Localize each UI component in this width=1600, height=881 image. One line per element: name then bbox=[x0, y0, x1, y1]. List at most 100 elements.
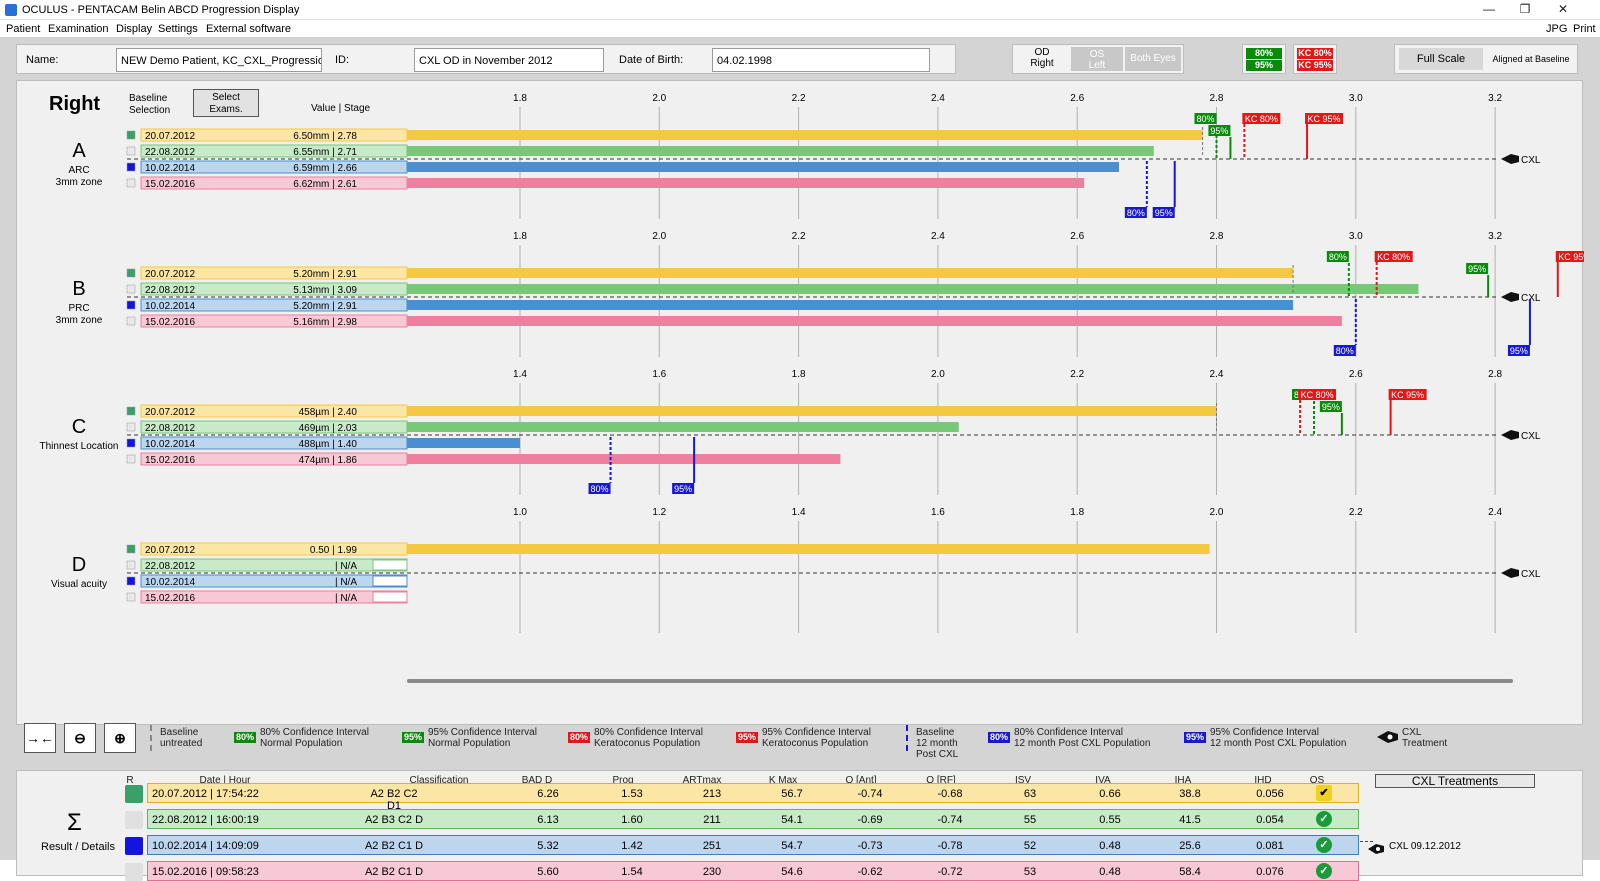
zoom-out-button[interactable]: ⊖ bbox=[64, 723, 96, 753]
cell-prog: 1.54 bbox=[621, 866, 643, 878]
row-date: 15.02.2016 bbox=[145, 317, 195, 328]
stage-bar bbox=[407, 162, 1119, 172]
cxl-treatments-button[interactable]: CXL Treatments bbox=[1375, 774, 1535, 788]
menu-display[interactable]: Display bbox=[116, 23, 153, 35]
legend-box-cxl-95: 95% bbox=[1184, 732, 1206, 743]
stage-bar bbox=[407, 422, 959, 432]
row-date: 15.02.2016 bbox=[145, 455, 195, 466]
name-field[interactable]: NEW Demo Patient, KC_CXL_Progression bbox=[116, 48, 322, 72]
cell-prog: 1.60 bbox=[621, 814, 643, 826]
row-select-square bbox=[126, 406, 136, 416]
row-select-square bbox=[126, 544, 136, 554]
cell-date: 20.07.2012 | 17:54:22 bbox=[152, 788, 259, 800]
row-date: 20.07.2012 bbox=[145, 545, 195, 556]
table-row[interactable]: 10.02.2014 | 14:09:09 A2 B2 C1 D 5.32 1.42 2… bbox=[147, 835, 1359, 855]
horizontal-scrollbar[interactable] bbox=[407, 679, 1513, 683]
cell-iva: 0.48 bbox=[1099, 866, 1121, 878]
normal-ci-toggle[interactable]: 80% 95% bbox=[1242, 44, 1286, 74]
cxl-marker-icon bbox=[1368, 844, 1384, 854]
app-area: Name: NEW Demo Patient, KC_CXL_Progressi… bbox=[0, 38, 1600, 881]
minimize-button[interactable]: — bbox=[1483, 2, 1495, 16]
cxl-label: CXL bbox=[1521, 155, 1541, 166]
app-logo-icon bbox=[5, 4, 17, 16]
table-row[interactable]: 22.08.2012 | 16:00:19 A2 B3 C2 D 6.13 1.60 2… bbox=[147, 809, 1359, 829]
legend-cxl-80: 80% Confidence Interval 12 month Post CX… bbox=[1014, 727, 1151, 749]
cell-iha: 38.8 bbox=[1179, 788, 1201, 800]
tick-label: 2.8 bbox=[1210, 93, 1224, 104]
hdr-r: R bbox=[126, 775, 134, 786]
id-field[interactable]: CXL OD in November 2012 bbox=[414, 48, 604, 72]
menu-external-software[interactable]: External software bbox=[206, 23, 291, 35]
result-details-label[interactable]: Result / Details bbox=[41, 841, 115, 853]
cell-art: 213 bbox=[702, 788, 722, 800]
dob-field[interactable]: 04.02.1998 bbox=[712, 48, 930, 72]
cell-qrf: -0.72 bbox=[937, 866, 963, 878]
row-date: 22.08.2012 bbox=[145, 561, 195, 572]
window-title: OCULUS - PENTACAM Belin ABCD Progression… bbox=[22, 4, 300, 16]
ci-green-flag bbox=[1319, 401, 1342, 412]
full-scale-button[interactable]: Full Scale bbox=[1399, 48, 1483, 70]
patient-header: Name: NEW Demo Patient, KC_CXL_Progressi… bbox=[16, 44, 956, 74]
cell-qrf: -0.78 bbox=[937, 840, 963, 852]
zoom-in-button[interactable]: ⊕ bbox=[104, 723, 136, 753]
panel-letter: B bbox=[72, 278, 85, 300]
ci-blue-flag bbox=[672, 483, 695, 494]
tick-label: 3.0 bbox=[1349, 93, 1363, 104]
aligned-baseline-button[interactable]: Aligned at Baseline bbox=[1492, 54, 1570, 64]
tick-label: 1.8 bbox=[792, 369, 806, 380]
menu-jpg[interactable]: JPG bbox=[1546, 23, 1568, 35]
cell-isv: 52 bbox=[1023, 840, 1037, 852]
ci-green-flag bbox=[1194, 113, 1217, 124]
menu-bar: Patient Examination Display Settings Ext… bbox=[0, 20, 1600, 38]
ci-blue-label: 95% bbox=[674, 484, 692, 494]
maximize-button[interactable]: ❐ bbox=[1519, 2, 1531, 16]
ci-red-label: KC 95% bbox=[1391, 390, 1424, 400]
scale-selector: Full Scale Aligned at Baseline bbox=[1394, 44, 1578, 74]
od-right-button[interactable]: OD Right bbox=[1030, 47, 1054, 69]
cell-bad: 6.26 bbox=[537, 788, 559, 800]
ci-80-flag: 80% bbox=[1246, 48, 1282, 59]
stage-bar bbox=[407, 454, 841, 464]
ci-green-label: 95% bbox=[1468, 264, 1486, 274]
row-select-square bbox=[126, 178, 136, 188]
close-button[interactable]: ✕ bbox=[1557, 2, 1569, 16]
results-table: Σ Result / Details R Date | Hour Classif… bbox=[16, 770, 1583, 881]
stage-bar bbox=[407, 544, 1210, 554]
menu-print[interactable]: Print bbox=[1573, 23, 1596, 35]
table-row[interactable]: 20.07.2012 | 17:54:22 A2 B2 C2 D1 6.26 1.53… bbox=[147, 783, 1359, 812]
menu-patient[interactable]: Patient bbox=[6, 23, 41, 35]
tick-label: 3.0 bbox=[1349, 231, 1363, 242]
cell-class: A2 B2 C1 D bbox=[364, 840, 424, 852]
select-exams-button[interactable]: Select Exams. bbox=[193, 89, 259, 117]
legend-box-normal-80: 80% bbox=[234, 732, 256, 743]
row-select-square[interactable] bbox=[125, 837, 143, 855]
os-left-button[interactable]: OS Left bbox=[1071, 47, 1123, 71]
legend-baseline-untreated: Baseline untreated bbox=[160, 727, 203, 749]
cell-art: 251 bbox=[702, 840, 722, 852]
collapse-tool-button[interactable]: →← bbox=[24, 723, 56, 753]
row-select-square[interactable] bbox=[125, 785, 143, 803]
cell-class: A2 B2 C1 D bbox=[364, 866, 424, 878]
panel-name: PRC bbox=[68, 303, 89, 314]
row-date: 10.02.2014 bbox=[145, 163, 195, 174]
menu-examination[interactable]: Examination bbox=[48, 23, 109, 35]
kc-ci-toggle[interactable]: KC 80% KC 95% bbox=[1293, 44, 1337, 74]
stage-bar bbox=[407, 406, 1217, 416]
cell-bad: 6.13 bbox=[537, 814, 559, 826]
qs-tomo-check-icon: ✓ bbox=[1316, 837, 1332, 853]
row-date: 10.02.2014 bbox=[145, 577, 195, 588]
tick-label: 1.8 bbox=[513, 231, 527, 242]
row-value: | N/A bbox=[335, 577, 357, 588]
kc-95-flag: KC 95% bbox=[1297, 60, 1333, 71]
row-select-square[interactable] bbox=[125, 863, 143, 881]
hdr-iva: IVA bbox=[1095, 775, 1111, 786]
qs-tomo-check-icon: ✓ bbox=[1316, 863, 1332, 879]
eye-selector: OD Right OS Left Both Eyes bbox=[1012, 44, 1184, 74]
menu-settings[interactable]: Settings bbox=[158, 23, 198, 35]
both-eyes-button[interactable]: Both Eyes bbox=[1125, 47, 1181, 71]
row-select-square[interactable] bbox=[125, 811, 143, 829]
tick-label: 1.4 bbox=[792, 507, 806, 518]
cxl-marker-icon bbox=[1501, 568, 1519, 578]
cxl-marker-icon bbox=[1501, 154, 1519, 164]
table-row[interactable]: 15.02.2016 | 09:58:23 A2 B2 C1 D 5.60 1.54 2… bbox=[147, 861, 1359, 881]
